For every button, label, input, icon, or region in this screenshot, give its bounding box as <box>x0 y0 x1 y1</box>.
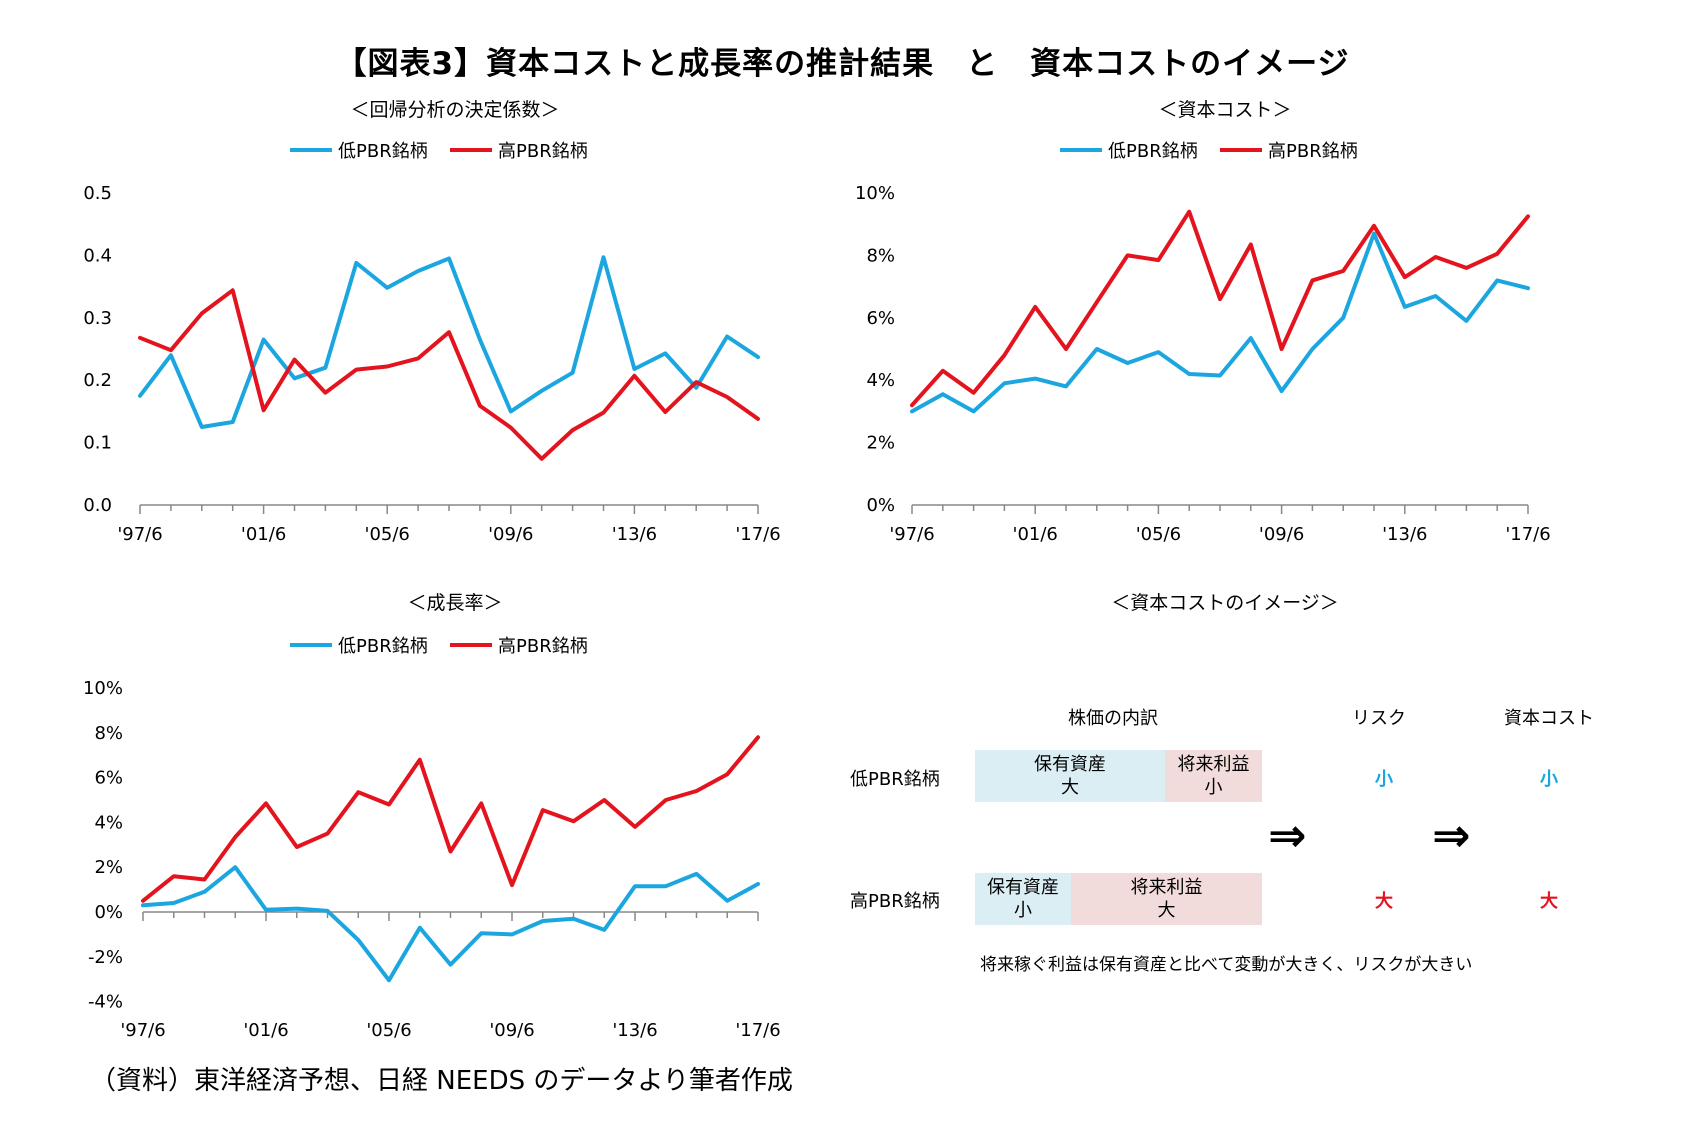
y-tick-label-growth: -2% <box>88 947 123 968</box>
y-tick-label-coc: 2% <box>866 433 895 454</box>
legend-label-r2: 低PBR銘柄 <box>338 141 428 162</box>
y-tick-label-r2: 0.0 <box>83 495 112 516</box>
low-coc-level: 小 <box>1540 769 1558 790</box>
low-asset-size: 大 <box>1061 777 1079 798</box>
row-label-low: 低PBR銘柄 <box>850 769 940 790</box>
image-note: 将来稼ぐ利益は保有資産と比べて変動が大きく、リスクが大きい <box>980 955 1473 975</box>
y-tick-label-growth: 8% <box>94 723 123 744</box>
high-asset-size: 小 <box>1014 900 1032 921</box>
y-tick-label-r2: 0.4 <box>83 245 112 266</box>
col-header-risk: リスク <box>1352 708 1406 729</box>
image-panel-title: ＜資本コストのイメージ＞ <box>1111 592 1339 614</box>
y-tick-label-coc: 10% <box>855 183 895 204</box>
legend-label-coc: 低PBR銘柄 <box>1108 141 1198 162</box>
high-earnings-size: 大 <box>1157 900 1176 921</box>
low-earnings-label: 将来利益 <box>1177 754 1250 775</box>
main-title: 【図表3】資本コストと成長率の推計結果 と 資本コストのイメージ <box>335 46 1350 82</box>
col-header-coc: 資本コスト <box>1504 708 1594 729</box>
x-tick-label-r2: '09/6 <box>488 524 533 545</box>
col-header-breakdown: 株価の内訳 <box>1068 708 1158 729</box>
legend-label-coc: 高PBR銘柄 <box>1268 141 1358 162</box>
x-tick-label-coc: '17/6 <box>1505 524 1550 545</box>
high-coc-level: 大 <box>1540 891 1558 912</box>
high-asset-label: 保有資産 <box>987 877 1059 898</box>
y-tick-label-coc: 8% <box>866 245 895 266</box>
x-tick-label-growth: '01/6 <box>243 1020 288 1041</box>
x-tick-label-r2: '13/6 <box>612 524 657 545</box>
x-tick-label-r2: '17/6 <box>735 524 780 545</box>
high-asset-box: 保有資産 小 <box>975 873 1071 925</box>
low-earnings-size: 小 <box>1204 777 1223 798</box>
high-risk-level: 大 <box>1375 891 1393 912</box>
y-tick-label-coc: 0% <box>866 495 895 516</box>
legend-label-r2: 高PBR銘柄 <box>498 141 588 162</box>
y-tick-label-growth: 10% <box>83 678 123 699</box>
arrow-to-risk: ⇒ <box>1268 808 1307 862</box>
low-asset-box: 保有資産 大 <box>975 750 1165 802</box>
high-earnings-label: 将来利益 <box>1130 877 1203 898</box>
x-tick-label-coc: '01/6 <box>1013 524 1058 545</box>
x-tick-label-growth: '13/6 <box>612 1020 657 1041</box>
x-tick-label-coc: '05/6 <box>1136 524 1181 545</box>
chart-title-r2: ＜回帰分析の決定係数＞ <box>350 99 560 121</box>
y-tick-label-r2: 0.2 <box>83 370 112 391</box>
low-risk-level: 小 <box>1375 769 1393 790</box>
x-tick-label-growth: '09/6 <box>489 1020 534 1041</box>
y-tick-label-coc: 6% <box>866 308 895 329</box>
low-asset-label: 保有資産 <box>1034 754 1106 775</box>
series-line-r2-high <box>138 288 760 461</box>
y-tick-label-r2: 0.5 <box>83 183 112 204</box>
x-tick-label-r2: '97/6 <box>117 524 162 545</box>
y-tick-label-r2: 0.1 <box>83 433 112 454</box>
x-tick-label-r2: '01/6 <box>241 524 286 545</box>
row-label-high: 高PBR銘柄 <box>850 891 940 912</box>
y-tick-label-growth: 4% <box>94 812 123 833</box>
y-tick-label-r2: 0.3 <box>83 308 112 329</box>
series-line-r2-low <box>138 255 760 429</box>
x-tick-label-r2: '05/6 <box>365 524 410 545</box>
y-tick-label-growth: 6% <box>94 768 123 789</box>
arrow-to-coc: ⇒ <box>1432 808 1471 862</box>
capital-cost-image-panel: 株価の内訳 リスク 資本コスト 低PBR銘柄 保有資産 大 将来利益 小 小 小… <box>840 690 1640 975</box>
chart-title-growth: ＜成長率＞ <box>407 592 503 614</box>
high-earnings-box: 将来利益 大 <box>1071 873 1262 925</box>
x-tick-label-coc: '13/6 <box>1382 524 1427 545</box>
x-tick-label-growth: '05/6 <box>366 1020 411 1041</box>
x-tick-label-coc: '09/6 <box>1259 524 1304 545</box>
series-line-coc-high <box>910 209 1530 408</box>
chart-title-coc: ＜資本コスト＞ <box>1158 99 1292 121</box>
series-line-growth-low <box>141 865 760 983</box>
legend-label-growth: 低PBR銘柄 <box>338 636 428 657</box>
legend-label-growth: 高PBR銘柄 <box>498 636 588 657</box>
low-earnings-box: 将来利益 小 <box>1165 750 1262 802</box>
source-note: （資料）東洋経済予想、日経 NEEDS のデータより筆者作成 <box>90 1066 793 1096</box>
y-tick-label-growth: 2% <box>94 857 123 878</box>
x-tick-label-coc: '97/6 <box>889 524 934 545</box>
y-tick-label-growth: 0% <box>94 902 123 923</box>
x-tick-label-growth: '17/6 <box>735 1020 780 1041</box>
y-tick-label-coc: 4% <box>866 370 895 391</box>
series-line-growth-high <box>141 735 760 903</box>
x-tick-label-growth: '97/6 <box>120 1020 165 1041</box>
series-line-coc-low <box>910 231 1530 414</box>
y-tick-label-growth: -4% <box>88 992 123 1013</box>
